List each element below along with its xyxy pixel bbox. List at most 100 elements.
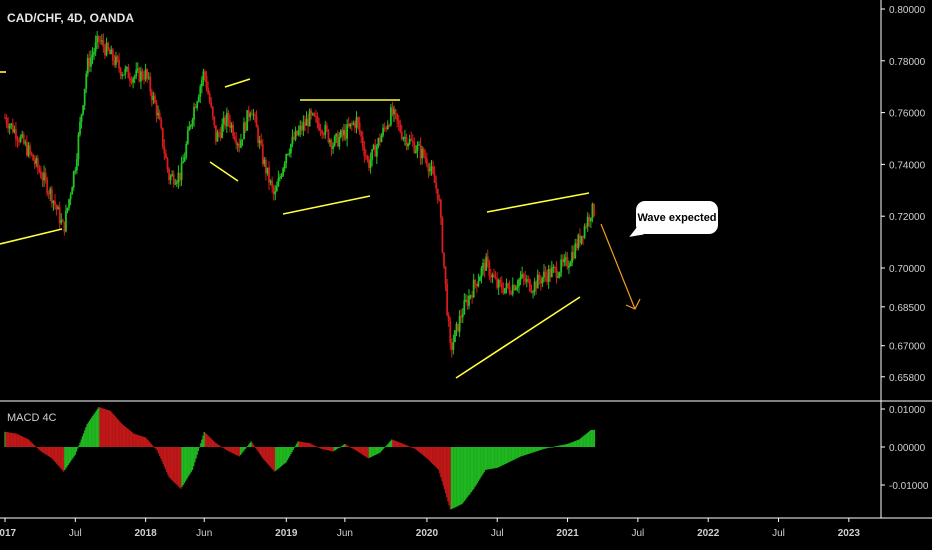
candle-body bbox=[488, 261, 491, 276]
candle-body bbox=[85, 73, 88, 89]
macd-bar bbox=[195, 447, 197, 459]
macd-bar bbox=[335, 447, 338, 450]
trendline[interactable] bbox=[209, 161, 239, 182]
macd-bar bbox=[556, 446, 558, 447]
trendline[interactable] bbox=[455, 296, 581, 379]
macd-bar bbox=[259, 447, 262, 455]
candle-body bbox=[4, 117, 6, 119]
price-candles bbox=[4, 31, 595, 358]
candle-body bbox=[575, 243, 578, 249]
candle-body bbox=[213, 116, 216, 126]
macd-bar bbox=[575, 440, 577, 447]
candle-body bbox=[344, 129, 347, 139]
macd-bar bbox=[437, 447, 440, 470]
macd-bar bbox=[276, 447, 278, 470]
macd-bar bbox=[591, 429, 593, 447]
macd-bar bbox=[115, 417, 118, 447]
candle-body bbox=[288, 153, 291, 155]
macd-bar bbox=[120, 422, 122, 447]
macd-bar bbox=[23, 437, 25, 447]
candle-body bbox=[497, 280, 500, 288]
macd-bar bbox=[205, 434, 208, 447]
macd-bar bbox=[355, 447, 358, 451]
macd-bar bbox=[277, 447, 279, 469]
candle-body bbox=[564, 257, 567, 259]
macd-bar bbox=[521, 447, 523, 457]
macd-axis[interactable]: 0.01000 0.00000 -0.01000 bbox=[881, 405, 929, 492]
macd-bar bbox=[177, 447, 180, 487]
macd-bar bbox=[98, 407, 100, 447]
candle-body bbox=[15, 129, 17, 140]
macd-bar bbox=[529, 447, 531, 454]
candle-body bbox=[468, 295, 470, 306]
macd-bar bbox=[153, 446, 155, 448]
trendline[interactable] bbox=[486, 192, 590, 213]
callout-bubble[interactable]: Wave expected bbox=[636, 201, 718, 234]
arrow-shaft[interactable] bbox=[600, 223, 636, 310]
candle-body bbox=[535, 281, 538, 289]
macd-bar bbox=[141, 436, 143, 447]
macd-bar bbox=[487, 447, 489, 470]
macd-tick-label: 0.01000 bbox=[889, 405, 926, 416]
trendline[interactable] bbox=[224, 78, 251, 88]
trendline[interactable] bbox=[282, 195, 371, 215]
candle-body bbox=[119, 68, 122, 76]
macd-bar bbox=[392, 439, 394, 447]
macd-bar bbox=[347, 445, 350, 447]
macd-bar bbox=[582, 436, 584, 447]
macd-bar bbox=[589, 430, 591, 447]
candle-body bbox=[555, 267, 558, 278]
candle-body bbox=[489, 275, 492, 278]
candle-body bbox=[410, 138, 413, 141]
macd-bar bbox=[484, 447, 487, 470]
macd-bar bbox=[585, 433, 587, 447]
candle-body bbox=[268, 167, 270, 183]
candle-body bbox=[521, 274, 524, 278]
macd-bar bbox=[539, 447, 542, 451]
indicator-title: MACD 4C bbox=[7, 412, 57, 424]
macd-bar bbox=[493, 447, 495, 469]
candle-body bbox=[158, 112, 161, 120]
candle-body bbox=[352, 122, 355, 125]
macd-bar bbox=[145, 437, 147, 447]
candle-body bbox=[338, 136, 341, 147]
candle-body bbox=[204, 71, 206, 76]
macd-bar bbox=[217, 444, 219, 447]
macd-bar bbox=[119, 421, 121, 447]
macd-bar bbox=[57, 447, 59, 466]
candle-body bbox=[289, 144, 292, 154]
candle-body bbox=[136, 68, 139, 70]
price-axis[interactable]: 0.80000 0.78000 0.76000 0.74000 0.72000 0.700… bbox=[881, 5, 926, 384]
trendline[interactable] bbox=[0, 228, 63, 245]
macd-bar bbox=[483, 447, 485, 472]
candle-body bbox=[507, 283, 509, 288]
macd-bar bbox=[280, 447, 283, 467]
candle-body bbox=[21, 134, 24, 137]
candle-body bbox=[414, 150, 417, 153]
macd-bar bbox=[423, 447, 426, 457]
candle-body bbox=[354, 122, 356, 128]
candle-body bbox=[591, 203, 594, 218]
candle-body bbox=[113, 60, 116, 65]
candle-body bbox=[372, 145, 375, 150]
candle-body bbox=[321, 130, 324, 135]
candle-body bbox=[324, 125, 327, 135]
macd-bar bbox=[309, 443, 311, 447]
candle-body bbox=[104, 47, 106, 56]
macd-bar bbox=[299, 441, 301, 447]
macd-bar bbox=[268, 447, 270, 465]
time-tick-label: Jul bbox=[69, 528, 82, 539]
candle-body bbox=[16, 139, 19, 141]
macd-bar bbox=[303, 442, 305, 447]
macd-bar bbox=[154, 447, 156, 449]
macd-bar bbox=[344, 444, 346, 447]
candle-body bbox=[583, 226, 586, 238]
time-axis[interactable]: 2017 Jul 2018 Jun 2019 Jun 2020 Jul 2021 Jul 2022 J… bbox=[0, 518, 860, 539]
candle-body bbox=[18, 140, 20, 142]
macd-bar bbox=[122, 425, 125, 447]
candle-body bbox=[274, 191, 277, 195]
candle-body bbox=[199, 86, 202, 97]
macd-bar bbox=[270, 447, 272, 468]
macd-bar bbox=[222, 447, 224, 448]
